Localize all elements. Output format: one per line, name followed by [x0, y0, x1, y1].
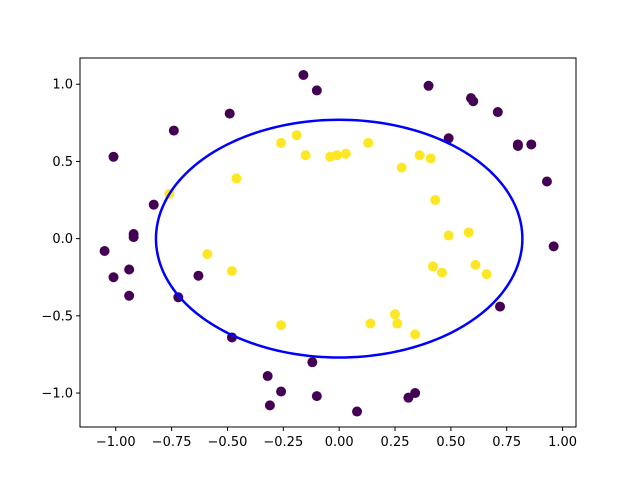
x-tick-label: 0.25: [381, 435, 410, 450]
class-1-point: [226, 266, 237, 277]
data-points: [99, 69, 559, 417]
class-1-point: [414, 150, 425, 161]
x-tick-label: −0.75: [152, 435, 192, 450]
class-1-point: [365, 318, 376, 329]
class-1-point: [291, 130, 302, 141]
class-0-point: [410, 388, 421, 399]
x-tick-label: 0.00: [325, 435, 354, 450]
class-1-point: [436, 267, 447, 278]
class-0-point: [128, 232, 139, 243]
class-0-point: [495, 301, 506, 312]
class-0-point: [108, 272, 119, 283]
class-0-point: [311, 391, 322, 402]
class-1-point: [202, 249, 213, 260]
class-0-point: [526, 139, 537, 150]
class-1-point: [300, 150, 311, 161]
class-1-point: [363, 137, 374, 148]
y-tick-label: 0.5: [52, 155, 73, 170]
class-0-point: [224, 108, 235, 119]
class-0-point: [262, 371, 273, 382]
class-1-point: [410, 329, 421, 340]
class-0-point: [276, 386, 287, 397]
x-tick-label: 0.50: [436, 435, 465, 450]
class-1-point: [390, 309, 401, 320]
x-axis-ticks: −1.00 −0.75 −0.50 −0.25 0.00 0.25 0.50 0.75 1.00: [96, 427, 577, 450]
class-1-point: [231, 173, 242, 184]
class-0-point: [298, 69, 309, 80]
class-0-point: [352, 406, 363, 417]
class-0-point: [99, 245, 110, 256]
class-1-point: [481, 269, 492, 280]
class-0-point: [307, 357, 318, 368]
class-0-point: [148, 199, 159, 210]
class-1-point: [392, 318, 403, 329]
x-tick-label: 0.75: [492, 435, 521, 450]
class-1-point: [470, 259, 481, 270]
x-tick-label: 1.00: [548, 435, 577, 450]
class-0-point: [311, 85, 322, 96]
class-1-point: [425, 153, 436, 164]
class-0-point: [193, 270, 204, 281]
class-0-point: [264, 400, 275, 411]
class-1-point: [428, 261, 439, 272]
y-tick-label: 1.0: [52, 78, 73, 93]
x-tick-label: −1.00: [96, 435, 136, 450]
class-1-point: [463, 227, 474, 238]
y-axis-ticks: −1.0 −0.5 0.0 0.5 1.0: [41, 78, 80, 402]
class-0-point: [124, 290, 135, 301]
class-1-point: [430, 195, 441, 206]
class-1-point: [331, 150, 342, 161]
class-1-point: [443, 230, 454, 241]
decision-boundary: [154, 118, 524, 359]
class-1-point: [276, 320, 287, 331]
y-tick-label: 0.0: [52, 232, 73, 247]
class-0-point: [512, 139, 523, 150]
class-0-point: [168, 125, 179, 136]
class-1-point: [396, 162, 407, 173]
x-tick-label: −0.50: [208, 435, 248, 450]
boundary-ellipse: [154, 118, 524, 359]
class-1-point: [276, 137, 287, 148]
class-0-point: [468, 96, 479, 107]
class-0-point: [541, 176, 552, 187]
class-1-point: [340, 148, 351, 159]
y-tick-label: −0.5: [41, 309, 73, 324]
class-0-point: [108, 151, 119, 162]
class-0-point: [492, 107, 503, 118]
x-tick-label: −0.25: [263, 435, 303, 450]
class-0-point: [124, 264, 135, 275]
class-0-point: [548, 241, 559, 252]
y-tick-label: −1.0: [41, 387, 73, 402]
plot-frame: [79, 57, 577, 428]
class-0-point: [423, 80, 434, 91]
